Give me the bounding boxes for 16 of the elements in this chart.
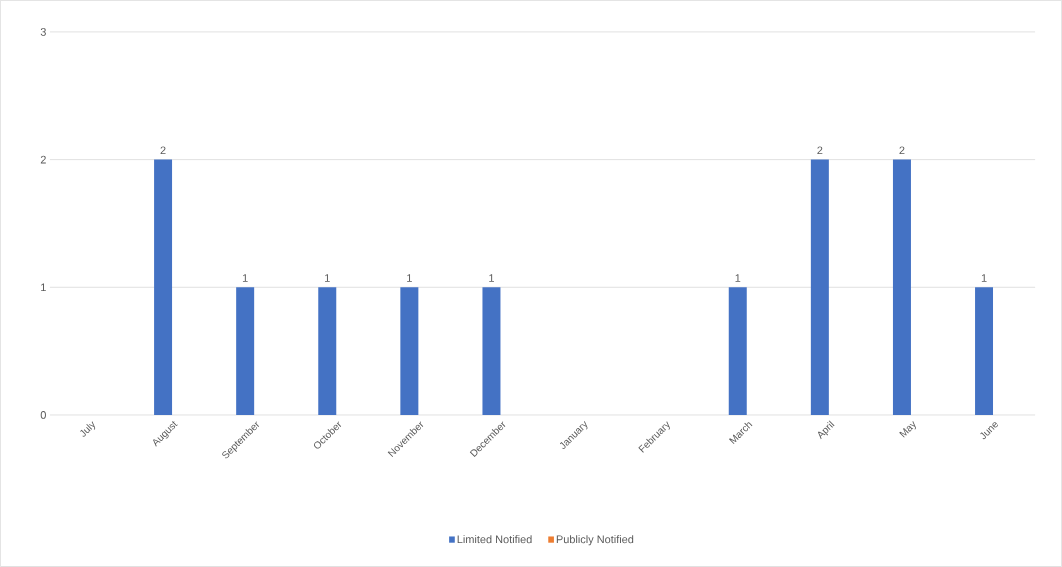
legend-label: Limited Notified <box>457 535 532 544</box>
data-label: 2 <box>817 146 823 155</box>
y-tick-label: 2 <box>40 155 46 164</box>
data-label: 1 <box>325 274 330 282</box>
data-label: 1 <box>489 274 494 282</box>
y-tick-label: 0 <box>40 411 46 419</box>
data-label: 2 <box>160 146 166 155</box>
data-label: 1 <box>407 274 412 282</box>
data-label: 1 <box>735 274 741 282</box>
legend-label: Publicly Notified <box>556 535 634 546</box>
y-tick-label: 3 <box>40 28 46 36</box>
data-label: 1 <box>242 274 248 282</box>
data-label: 1 <box>981 274 987 282</box>
x-tick-label: July <box>80 421 96 437</box>
data-label: 2 <box>899 146 905 155</box>
y-tick-label: 1 <box>41 283 46 292</box>
